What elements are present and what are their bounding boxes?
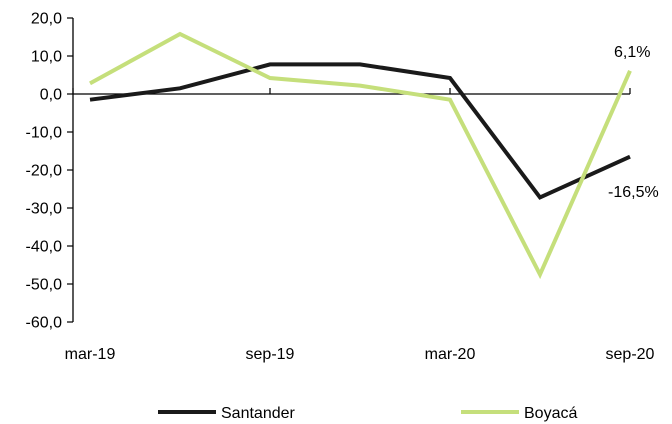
y-tick-label: -20,0	[26, 163, 63, 180]
y-tick-label: -60,0	[26, 315, 63, 332]
x-tick-label: mar-19	[65, 346, 116, 363]
y-tick-label: -10,0	[26, 125, 63, 142]
data-labels: 6,1% -16,5%	[608, 44, 659, 201]
data-label-boyaca: 6,1%	[614, 44, 650, 61]
series-lines	[89, 31, 632, 280]
y-tick-label: -30,0	[26, 201, 63, 218]
x-axis: mar-19 sep-19 mar-20 sep-20	[65, 88, 655, 363]
x-tick-label: sep-20	[606, 346, 655, 363]
data-label-santander: -16,5%	[608, 184, 659, 201]
y-tick-label: 0,0	[40, 87, 62, 104]
x-tick-label: sep-19	[246, 346, 295, 363]
y-tick-label: 10,0	[31, 49, 62, 66]
legend-label-0: Santander	[221, 405, 296, 422]
y-axis: 20,0 10,0 0,0 -10,0 -20,0 -30,0 -40,0 -50,0 -60,…	[26, 11, 74, 332]
series-line-1	[89, 31, 632, 280]
x-tick-label: mar-20	[425, 346, 476, 363]
y-tick-label: -50,0	[26, 277, 63, 294]
y-tick-label: 20,0	[31, 11, 62, 28]
legend-label-1: Boyacá	[524, 405, 577, 422]
y-tick-label: -40,0	[26, 239, 63, 256]
legend: Santander Boyacá	[158, 405, 577, 422]
series-line-0	[89, 62, 631, 200]
